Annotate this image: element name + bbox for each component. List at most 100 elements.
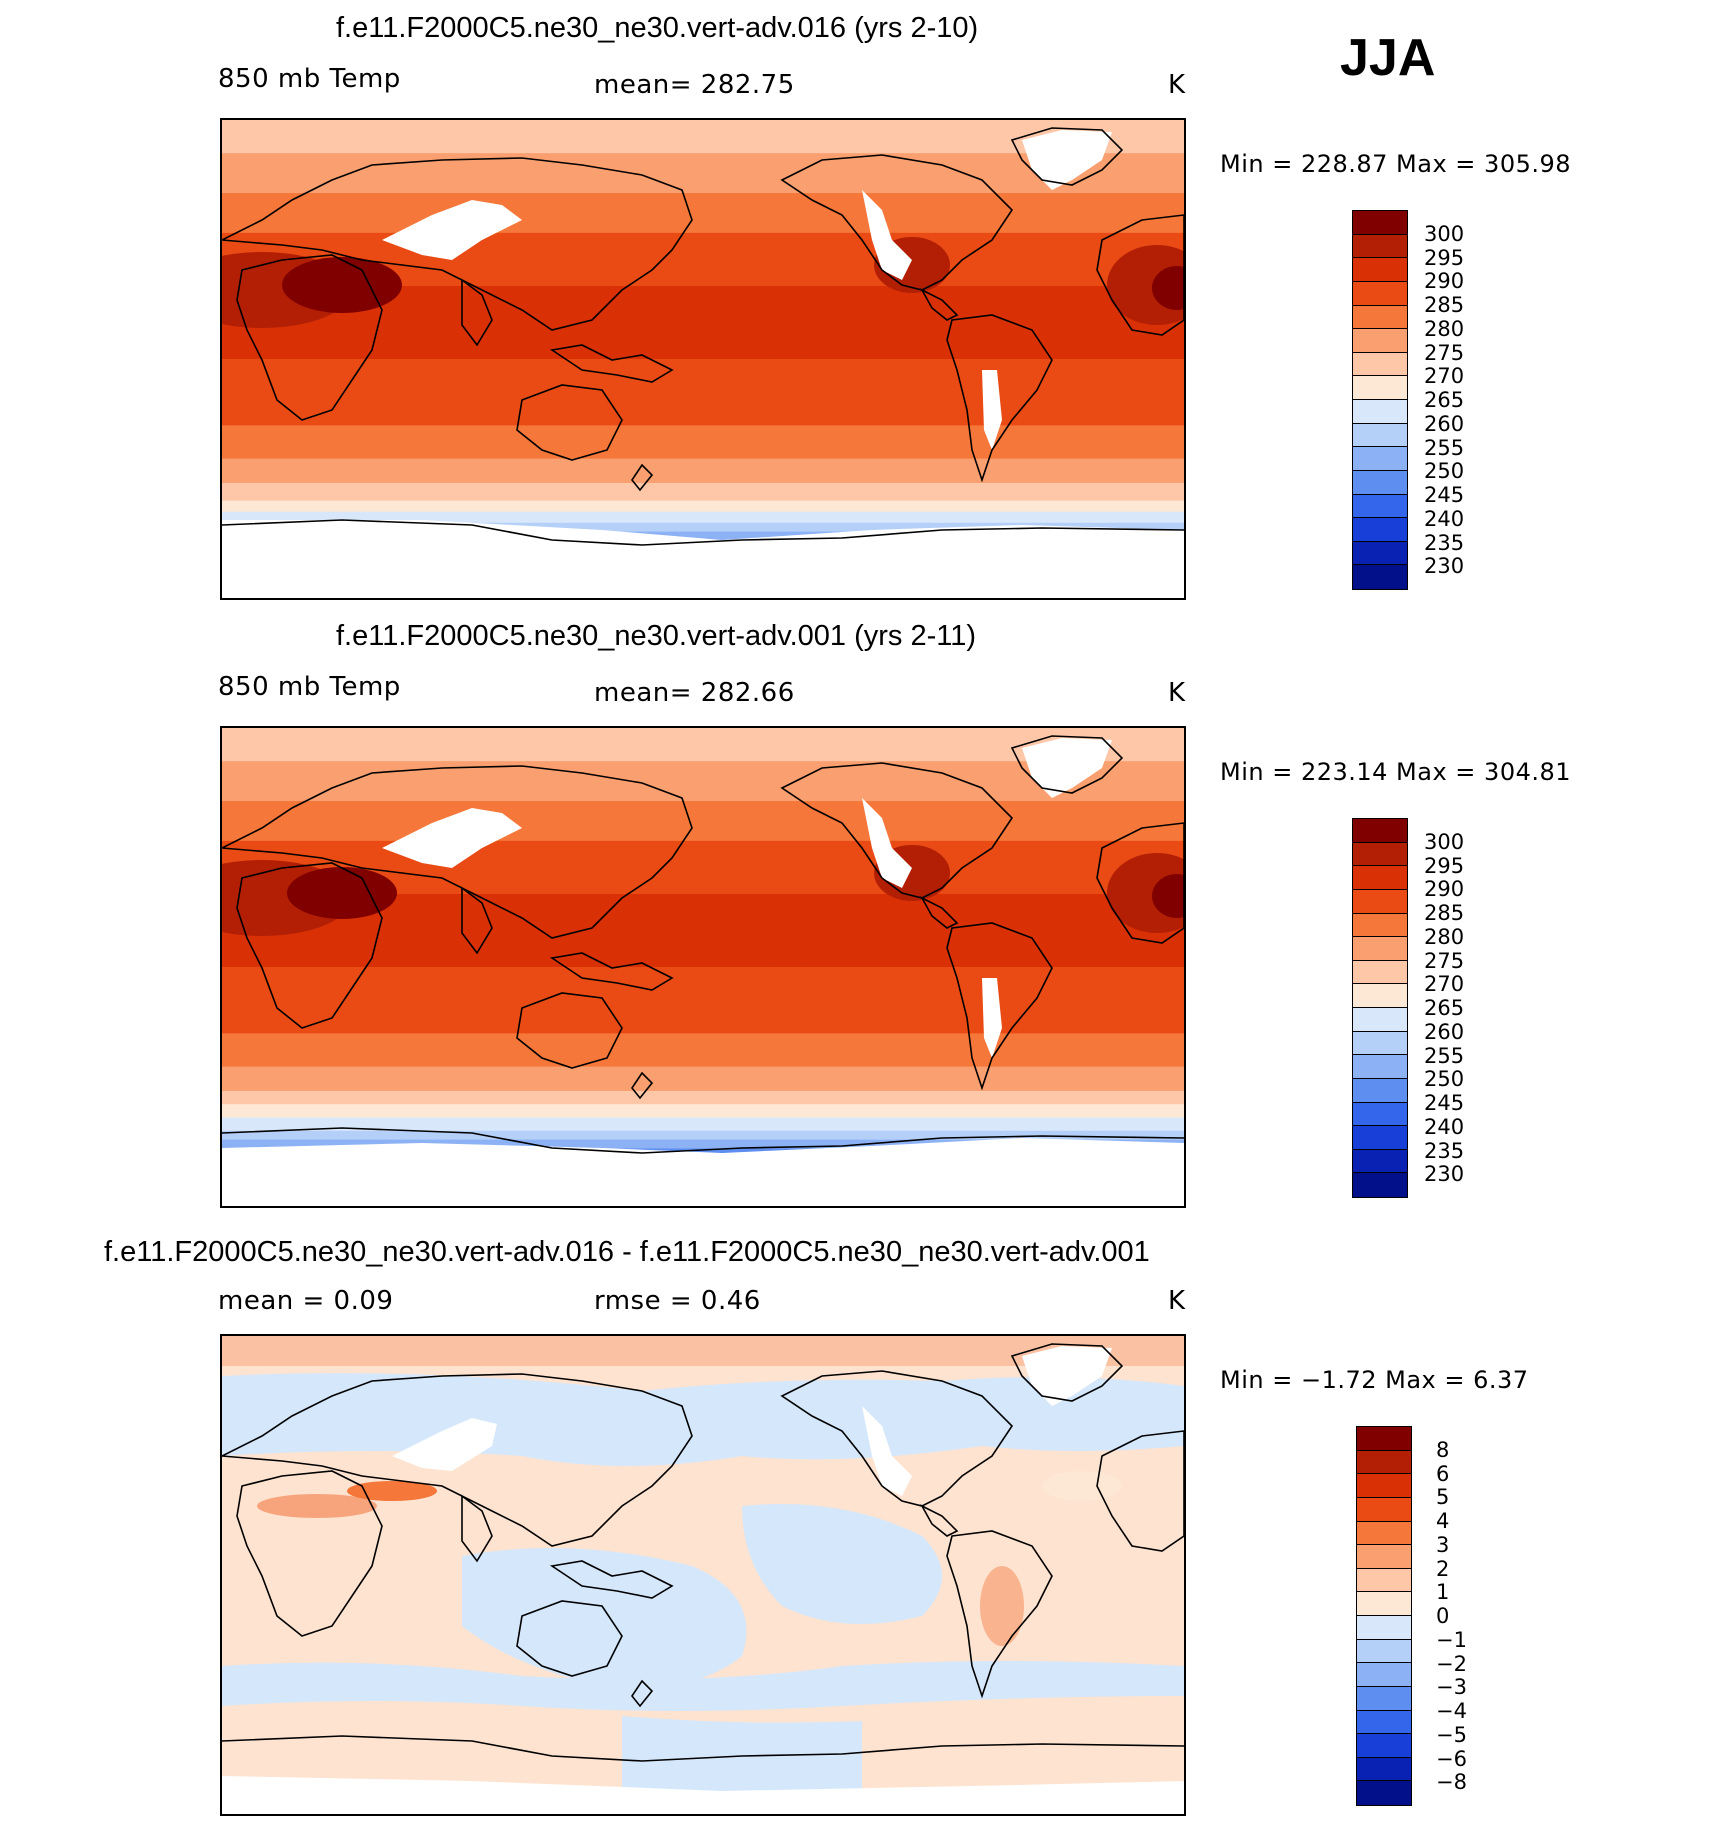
colorbar-tick-label: 265 [1424,388,1465,412]
coastline [1096,1430,1184,1552]
colorbar-tick-label: 300 [1424,221,1465,246]
temperature-band [222,761,1184,769]
panel-1-rockies-mask [862,190,912,280]
colorbar-swatch [1353,541,1407,566]
panel-3-neg-pacific [742,1504,942,1624]
colorbar-tick-label: 255 [1424,435,1465,460]
colorbar-swatch [1353,470,1407,495]
temperature-band [222,907,1184,915]
colorbar-tick-label: 230 [1424,1162,1465,1187]
temperature-band [222,728,1184,736]
panel-3-greenland-mask [1022,1346,1112,1406]
colorbar-tick-label: 6 [1436,1461,1450,1486]
panel-1-greenland-mask [1022,130,1112,190]
temperature-band [222,734,1184,743]
temperature-band [222,513,1184,518]
panel-2-tibet-mask [382,808,522,868]
temperature-band [222,487,1184,493]
coastline [549,1560,674,1599]
temperature-band [222,986,1184,995]
colorbar-swatch [1357,1639,1411,1664]
temperature-band [222,1079,1184,1088]
panel-1-tibet-mask [382,200,522,260]
colorbar-tick-label: 270 [1424,364,1465,389]
colorbar-tick-label: 275 [1424,340,1465,365]
panel-3-pos-arabia [257,1494,377,1518]
temperature-band [222,774,1184,783]
colorbar-swatch [1357,1474,1411,1498]
panel-1-variable-label: 850 mb Temp [218,64,401,94]
colorbar-tick-label: 295 [1424,853,1465,878]
colorbar-tick-label: 295 [1424,245,1465,270]
coastline [461,278,493,347]
colorbar-swatch [1353,1126,1407,1150]
temperature-band [222,179,1184,188]
colorbar-tick-label: 235 [1424,1138,1465,1163]
temperature-band [222,482,1184,489]
temperature-band [222,159,1184,168]
colorbar-tick-label: 3 [1436,1532,1450,1557]
temperature-band [222,507,1184,511]
colorbar-tick-label: 235 [1424,530,1465,555]
colorbar-swatch [1353,376,1407,400]
colorbar-swatch [1353,937,1407,961]
temperature-band [222,854,1184,862]
colorbar-swatch [1353,842,1407,867]
panel-3-units-label: K [1168,1286,1186,1316]
colorbar-swatch [1357,1545,1411,1569]
coastline [780,762,1014,899]
panel-1-missing-data [222,130,1184,598]
temperature-band [222,1099,1184,1106]
panel-2-title: f.e11.F2000C5.ne30_ne30.vert-adv.001 (yr… [336,620,976,652]
panel-2-colorbar [1352,818,1408,1198]
colorbar-tick-label: 8 [1436,1437,1450,1462]
temperature-band [222,186,1184,195]
coastline [222,1735,1184,1762]
coastline [236,1470,383,1637]
coastline [1096,214,1184,336]
colorbar-swatch [1353,1008,1407,1032]
temperature-band [222,385,1184,394]
coastline [946,922,1053,1091]
temperature-band [222,226,1184,234]
colorbar-tick-label: 1 [1436,1580,1450,1605]
colorbar-tick-label: 230 [1424,554,1465,579]
panel-3-minmax: Min = −1.72 Max = 6.37 [1220,1366,1529,1394]
temperature-band [222,1121,1184,1126]
temperature-band [222,787,1184,796]
panel-2-hotspot-sahara [287,867,397,919]
panel-2-map [220,726,1186,1208]
temperature-band [222,874,1184,882]
panel-1-map [220,118,1186,600]
panel-3-mean-label: mean = 0.09 [218,1286,394,1316]
panel-2-hotspots [222,845,1184,964]
season-label: JJA [1340,29,1436,87]
temperature-band [222,166,1184,175]
panel-1-coastlines [222,127,1184,546]
temperature-band [222,1059,1184,1068]
colorbar-swatch [1353,1173,1407,1197]
temperature-band [222,219,1184,228]
coastline [1010,1343,1124,1402]
colorbar-tick-label: 285 [1424,901,1465,925]
coastline [1010,127,1124,186]
colorbar-tick-label: 245 [1424,1091,1465,1115]
temperature-band [222,1139,1184,1146]
temperature-band [222,781,1184,789]
temperature-band [222,840,1184,849]
temperature-band [222,1148,1184,1154]
colorbar-swatch [1353,400,1407,424]
coastline [920,1504,959,1537]
temperature-band [222,1026,1184,1035]
colorbar-tick-label: 255 [1424,1043,1465,1068]
temperature-band [222,239,1184,248]
panel-3-antarctica-mask [222,1776,1184,1814]
temperature-band [222,531,1184,538]
temperature-band [222,405,1184,414]
coastline [236,254,383,421]
temperature-band [222,1006,1184,1015]
temperature-band [222,352,1184,360]
temperature-band [222,378,1184,387]
coastline [631,1679,654,1708]
panel-1-mean-label: mean= 282.75 [594,70,795,100]
